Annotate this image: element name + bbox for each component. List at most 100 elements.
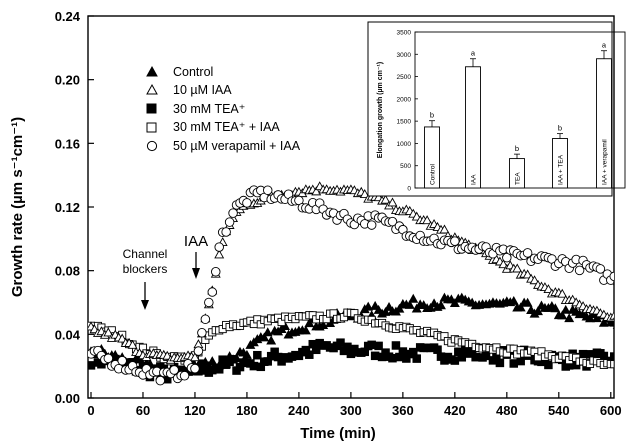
data-point-open-triangle <box>512 263 523 273</box>
data-point-open-circle <box>221 227 231 237</box>
data-point-open-circle <box>228 208 238 218</box>
data-point-open-circle <box>103 353 114 364</box>
data-point-filled-triangle <box>515 302 526 312</box>
inset-significance-letter: b <box>430 111 434 120</box>
channel-blockers-line2: blockers <box>123 262 168 276</box>
x-tick-label: 180 <box>236 403 258 418</box>
data-point-filled-triangle <box>259 332 270 342</box>
data-point-filled-square <box>388 353 397 363</box>
data-point-filled-triangle <box>560 304 571 314</box>
data-point-filled-triangle <box>557 310 568 320</box>
data-point-open-circle <box>612 280 614 287</box>
y-tick-label: 0.20 <box>55 73 80 88</box>
inset-y-tick-label: 500 <box>400 163 411 170</box>
data-point-filled-triangle <box>508 295 519 305</box>
data-point-open-triangle <box>127 339 138 349</box>
data-point-filled-triangle <box>304 318 315 328</box>
inset-y-tick-label: 3000 <box>397 52 412 59</box>
legend-item-control: Control <box>146 65 213 79</box>
data-point-open-triangle <box>311 186 322 196</box>
data-point-filled-square <box>495 358 505 368</box>
data-point-filled-square <box>249 361 259 371</box>
inset-significance-letter: b <box>515 144 519 153</box>
data-point-open-triangle <box>543 284 554 294</box>
x-tick-label: 120 <box>184 403 206 418</box>
data-point-open-circle <box>204 297 214 308</box>
legend: Control 10 µM IAA 30 mM TEA⁺ 30 mM TEA⁺ … <box>146 65 301 153</box>
data-point-filled-triangle <box>436 300 446 310</box>
data-point-filled-square <box>391 341 401 350</box>
inset-category-label: Control <box>430 163 437 185</box>
data-point-open-triangle <box>529 275 540 285</box>
data-point-open-circle <box>224 217 235 227</box>
data-point-open-circle <box>190 363 200 374</box>
data-point-open-circle <box>200 314 211 325</box>
data-point-filled-square <box>412 354 421 363</box>
x-axis-title: Time (min) <box>300 425 376 442</box>
data-point-filled-square <box>544 360 553 370</box>
inset-background <box>367 21 613 197</box>
data-point-filled-triangle <box>266 335 277 345</box>
data-point-open-circle <box>179 371 190 381</box>
data-point-filled-triangle <box>522 297 533 307</box>
data-point-open-square <box>610 360 614 369</box>
inset-y-tick-label: 1500 <box>397 119 412 126</box>
data-point-filled-triangle <box>564 313 575 323</box>
data-point-open-circle <box>609 271 614 282</box>
iaa-arrowhead <box>192 268 200 279</box>
inset-y-axis-title: Elongation growth (µm cm⁻¹) <box>377 62 384 158</box>
data-point-filled-triangle <box>241 349 252 359</box>
legend-label-iaa: 10 µM IAA <box>173 83 232 97</box>
legend-marker-open-circle <box>146 140 158 152</box>
x-tick-label: 360 <box>392 403 414 418</box>
data-point-filled-square <box>509 359 519 368</box>
data-point-open-circle <box>197 327 207 338</box>
data-point-filled-square <box>578 349 588 359</box>
data-point-open-triangle <box>103 327 114 337</box>
inset-bar-chart: Elongation growth (µm cm⁻¹) 0 500 1000 1500… <box>367 21 626 197</box>
inset-category-label: TEA <box>515 172 522 185</box>
data-point-filled-square <box>253 350 262 360</box>
y-tick-labels: 0.00 0.04 0.08 0.12 0.16 0.20 0.24 <box>55 9 81 406</box>
data-point-filled-square <box>374 341 383 351</box>
data-point-filled-square <box>343 342 352 352</box>
data-point-open-circle <box>366 220 377 230</box>
y-tick-label: 0.08 <box>55 264 80 279</box>
legend-item-iaa: 10 µM IAA <box>146 83 232 97</box>
data-point-open-square <box>613 360 614 369</box>
data-point-open-circle <box>595 264 606 274</box>
data-point-filled-square <box>367 340 376 350</box>
data-point-filled-triangle <box>550 303 561 313</box>
data-point-open-circle <box>574 265 585 276</box>
y-tick-label: 0.00 <box>55 391 80 406</box>
data-point-open-triangle <box>380 194 391 204</box>
data-point-open-triangle <box>609 311 614 320</box>
data-point-filled-triangle <box>380 306 391 316</box>
inset-category-label: IAA <box>471 174 478 185</box>
data-point-open-triangle <box>522 269 533 279</box>
legend-marker-open-square <box>146 122 157 133</box>
main-axis-ticks <box>88 15 612 399</box>
data-point-open-circle <box>242 198 252 208</box>
y-tick-label: 0.24 <box>55 9 81 24</box>
data-point-open-triangle <box>359 189 370 198</box>
data-point-open-circle <box>207 287 218 297</box>
data-point-open-circle <box>262 185 273 195</box>
legend-item-tea: 30 mM TEA⁺ <box>146 102 245 116</box>
data-point-filled-square <box>433 345 442 354</box>
inset-bar <box>465 66 481 189</box>
data-point-open-triangle <box>117 333 128 343</box>
channel-blockers-annotation: Channel blockers <box>123 247 168 310</box>
data-point-filled-triangle <box>221 358 232 368</box>
x-tick-labels: 0 60 120 180 240 300 360 420 480 540 600 <box>87 403 621 418</box>
x-tick-label: 0 <box>87 403 94 418</box>
legend-item-tea-iaa: 30 mM TEA⁺ + IAA <box>146 120 280 134</box>
data-point-open-circle <box>155 375 166 386</box>
data-point-open-circle <box>193 346 204 356</box>
inset-significance-letter: a <box>602 41 607 50</box>
legend-label-control: Control <box>173 65 213 79</box>
data-point-filled-square <box>450 356 460 365</box>
data-point-filled-square <box>305 350 314 359</box>
data-point-open-triangle <box>189 352 200 362</box>
